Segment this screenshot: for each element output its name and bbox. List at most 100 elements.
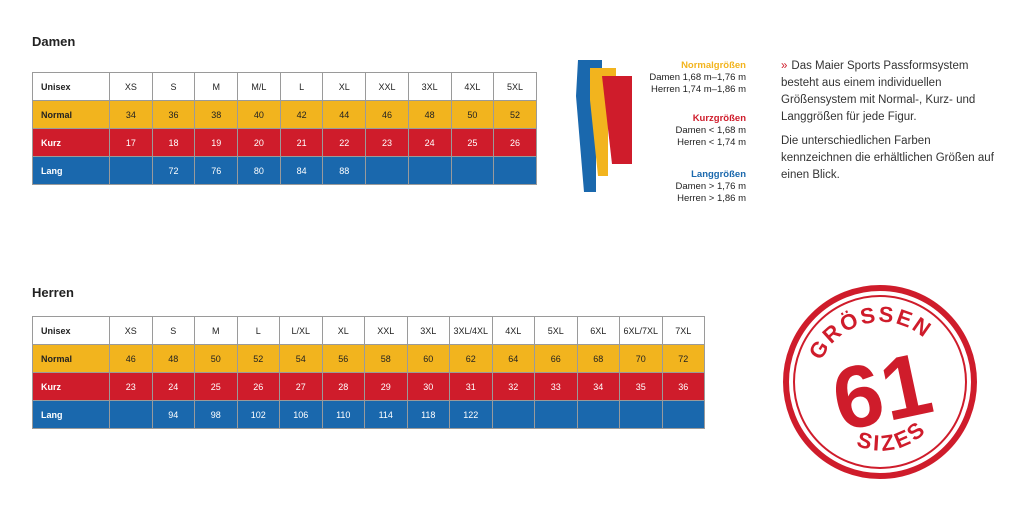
herren-heading: Herren xyxy=(32,285,74,300)
pants-normal-shape xyxy=(590,68,616,176)
size-value-cell: 48 xyxy=(407,100,452,129)
description-text-1: Das Maier Sports Passformsystem besteht … xyxy=(781,60,976,123)
fit-normal: Normalgrößen Damen 1,68 m–1,76 m Herren … xyxy=(649,60,746,96)
lang-size-row: Lang 94 98 102 106 110 114 118 122 xyxy=(32,400,705,429)
size-value-cell: 24 xyxy=(151,372,195,401)
seal-outer-ring xyxy=(783,285,977,479)
size-value-cell xyxy=(491,400,535,429)
row-label-cell: Normal xyxy=(32,344,110,373)
size-value-cell: 106 xyxy=(279,400,323,429)
size-value-cell xyxy=(365,156,409,185)
size-header-cell: XL xyxy=(322,72,367,101)
size-value-cell: 38 xyxy=(194,100,239,129)
size-header-cell: 4XL xyxy=(491,316,535,345)
fit-kurz-title: Kurzgrößen xyxy=(692,113,746,124)
size-value-cell: 35 xyxy=(619,372,663,401)
size-value-cell: 70 xyxy=(619,344,663,373)
size-header-cell: 6XL xyxy=(576,316,620,345)
size-value-cell: 34 xyxy=(109,100,153,129)
size-value-cell: 29 xyxy=(364,372,408,401)
size-header-cell: L/XL xyxy=(279,316,323,345)
size-value-cell: 19 xyxy=(194,128,239,157)
size-header-cell: 5XL xyxy=(493,72,537,101)
fit-lang: Langgrößen Damen > 1,76 m Herren > 1,86 … xyxy=(676,169,747,205)
size-value-cell xyxy=(661,400,705,429)
size-value-cell: 62 xyxy=(449,344,493,373)
kurz-size-row: Kurz 23 24 25 26 27 28 29 30 31 32 33 34 35 36 xyxy=(32,372,705,401)
normal-size-row: Normal 34 36 38 40 42 44 46 48 50 52 xyxy=(32,100,537,129)
size-value-cell xyxy=(619,400,663,429)
size-value-cell xyxy=(109,156,153,185)
fit-kurz: Kurzgrößen Damen < 1,68 m Herren < 1,74 … xyxy=(676,113,747,149)
normal-size-row: Normal 46 48 50 52 54 56 58 60 62 64 66 68 70 72 xyxy=(32,344,705,373)
fit-kurz-herren: Herren < 1,74 m xyxy=(677,137,746,148)
header-label-cell: Unisex xyxy=(32,72,110,101)
size-value-cell: 26 xyxy=(493,128,537,157)
size-header-cell: 7XL xyxy=(661,316,705,345)
size-header-cell: S xyxy=(151,72,196,101)
size-value-cell: 60 xyxy=(406,344,450,373)
size-value-cell xyxy=(576,400,620,429)
size-value-cell: 42 xyxy=(279,100,324,129)
size-header-cell: XS xyxy=(109,316,153,345)
size-value-cell: 17 xyxy=(109,128,153,157)
size-value-cell: 50 xyxy=(450,100,495,129)
size-value-cell: 80 xyxy=(237,156,281,185)
description-text-2: Die unterschiedlichen Farben kennzeichne… xyxy=(781,135,994,181)
fit-lang-herren: Herren > 1,86 m xyxy=(677,193,746,204)
size-value-cell: 84 xyxy=(279,156,324,185)
size-value-cell: 31 xyxy=(449,372,493,401)
fit-normal-herren: Herren 1,74 m–1,86 m xyxy=(650,84,746,95)
size-header-cell: 6XL/7XL xyxy=(619,316,663,345)
size-value-cell: 28 xyxy=(321,372,365,401)
size-header-cell: 4XL xyxy=(450,72,495,101)
size-value-cell: 54 xyxy=(279,344,323,373)
row-label-cell: Normal xyxy=(32,100,110,129)
table-header-row: Unisex XS S M M/L L XL XXL 3XL 4XL 5XL xyxy=(32,72,537,101)
size-value-cell: 72 xyxy=(661,344,705,373)
fit-kurz-damen: Damen < 1,68 m xyxy=(675,125,747,136)
size-value-cell: 94 xyxy=(151,400,195,429)
size-value-cell: 30 xyxy=(406,372,450,401)
fit-normal-title: Normalgrößen xyxy=(681,60,746,71)
table-header-row: Unisex XS S M L L/XL XL XXL 3XL 3XL/4XL 4XL 5XL 6XL 6… xyxy=(32,316,705,345)
size-value-cell xyxy=(109,400,153,429)
size-value-cell: 98 xyxy=(194,400,238,429)
size-value-cell: 110 xyxy=(321,400,365,429)
bullet-marker: » xyxy=(781,60,788,72)
sizes-seal-icon: GRÖSSEN 61 SIZES xyxy=(783,285,977,479)
size-value-cell: 56 xyxy=(321,344,365,373)
size-value-cell: 32 xyxy=(491,372,535,401)
size-value-cell: 122 xyxy=(449,400,493,429)
size-header-cell: M xyxy=(194,316,238,345)
size-header-cell: XXL xyxy=(364,316,408,345)
header-label-cell: Unisex xyxy=(32,316,110,345)
lang-size-row: Lang 72 76 80 84 88 xyxy=(32,156,537,185)
fit-lang-title: Langgrößen xyxy=(691,169,746,180)
size-header-cell: L xyxy=(279,72,324,101)
size-value-cell: 44 xyxy=(322,100,367,129)
size-value-cell: 27 xyxy=(279,372,323,401)
size-value-cell: 52 xyxy=(236,344,280,373)
size-value-cell: 88 xyxy=(322,156,367,185)
size-value-cell: 36 xyxy=(661,372,705,401)
size-value-cell: 118 xyxy=(406,400,450,429)
size-header-cell: M xyxy=(194,72,239,101)
description: » Das Maier Sports Passformsystem besteht… xyxy=(781,58,1001,191)
size-value-cell: 22 xyxy=(322,128,367,157)
row-label-cell: Lang xyxy=(32,400,110,429)
damen-size-table: Unisex XS S M M/L L XL XXL 3XL 4XL 5XL Normal 34 36 38… xyxy=(32,72,537,185)
size-value-cell: 58 xyxy=(364,344,408,373)
size-header-cell: XL xyxy=(321,316,365,345)
size-value-cell xyxy=(450,156,495,185)
size-value-cell: 102 xyxy=(236,400,280,429)
size-value-cell: 68 xyxy=(576,344,620,373)
size-value-cell xyxy=(534,400,578,429)
size-header-cell: XS xyxy=(109,72,153,101)
size-value-cell: 48 xyxy=(151,344,195,373)
size-value-cell: 23 xyxy=(365,128,409,157)
size-value-cell: 18 xyxy=(151,128,196,157)
size-value-cell: 46 xyxy=(365,100,409,129)
description-paragraph-1: » Das Maier Sports Passformsystem besteht… xyxy=(781,58,1001,126)
size-value-cell xyxy=(407,156,452,185)
